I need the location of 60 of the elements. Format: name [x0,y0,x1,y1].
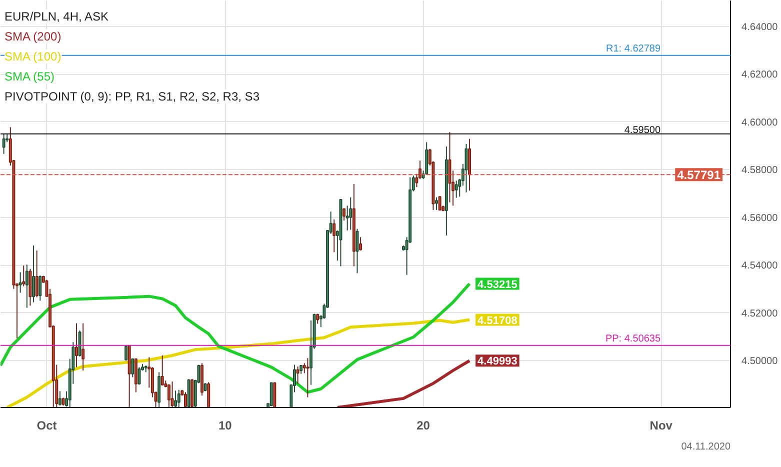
candlestick [32,245,36,303]
candlestick [35,250,38,298]
candlestick [58,390,62,406]
candlestick [160,354,164,386]
x-tick-label: 10 [218,418,232,432]
candlestick [435,196,438,210]
candlestick [454,180,458,198]
ref-line-label: 4.59500 [624,124,661,136]
candlestick [207,382,210,408]
candlestick [62,398,65,405]
y-tick-label: 4.64000 [742,22,778,34]
candlestick [316,313,320,324]
candlestick [359,236,362,252]
candlestick [2,133,6,154]
text: SMA (55) [4,70,55,84]
candlestick [25,264,28,308]
x-tick-label: 20 [416,418,430,432]
y-tick-label: 4.56000 [742,212,778,224]
candlestick [349,196,352,230]
data-label: 4.53215 [478,278,518,291]
text: SMA (200) [4,30,62,44]
candlestick [342,208,346,221]
ref-line-label: PP: 4.50635 [605,333,661,344]
y-tick-label: 4.54000 [742,260,778,272]
y-tick-label: 4.62000 [742,70,778,81]
y-tick-label: 4.52000 [742,308,778,320]
candlestick [22,265,26,287]
ref-line-label: R1: 4.62789 [606,43,661,54]
candlestick [184,392,187,408]
candlestick [131,358,134,378]
y-tick-label: 4.58000 [742,165,778,176]
candlestick [296,366,300,384]
y-tick-label: 4.60000 [742,117,778,128]
annotation: PIVOTPOINT (0, 9): PP, R1, S1, R2, S2, R3, S3 [4,90,260,104]
candlestick [177,389,180,408]
candlestick [74,322,78,368]
ref-line-label: 4.57791 [677,168,721,182]
text: EUR/PLN, 4H, ASK [4,10,109,24]
candlestick [270,382,273,406]
candlestick [167,384,170,408]
candlestick [78,330,82,357]
candlestick [38,275,42,302]
candlestick [18,272,22,294]
candlestick [82,322,85,372]
line-series [0,282,472,394]
line-series [336,359,472,408]
candlestick [438,196,442,210]
data-label: 4.49993 [478,356,518,368]
x-tick-label: Nov [650,418,673,432]
candlestick [138,366,141,386]
x-tick-label: Oct [36,418,57,432]
candlestick [306,358,310,398]
text: SMA (100) [4,50,62,64]
candlestick [448,132,452,203]
candlestick [332,219,336,253]
candlestick [174,390,178,408]
y-tick-label: 4.50000 [742,356,778,367]
text: 04.11.2020 [681,442,731,452]
candlestick [170,380,174,408]
data-label: 4.51708 [478,314,518,327]
